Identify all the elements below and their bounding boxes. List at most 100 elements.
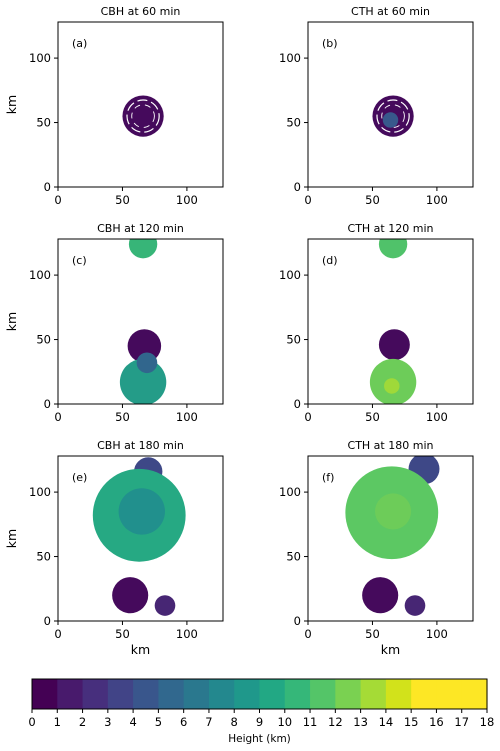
x-tick-label: 100 xyxy=(176,627,198,641)
panel-a: CBH at 60 min (a) 0 50 100 0 50 100 km xyxy=(4,5,224,207)
colorbar-segment xyxy=(284,679,311,709)
y-tick-label: 0 xyxy=(294,397,301,411)
colorbar-tick-label: 18 xyxy=(480,715,495,729)
x-tick-label: 50 xyxy=(115,410,130,424)
colorbar-tick-label: 6 xyxy=(180,715,187,729)
colorbar-segment xyxy=(461,679,488,709)
colorbar-tick-label: 2 xyxy=(79,715,86,729)
y-tick-label: 0 xyxy=(294,180,301,194)
cloud-field xyxy=(119,239,167,404)
colorbar-tick-label: 16 xyxy=(429,715,444,729)
panel-label: (a) xyxy=(72,37,87,50)
ring-gap xyxy=(381,104,405,128)
colorbar-segment xyxy=(82,679,109,709)
y-tick-label: 50 xyxy=(36,116,51,130)
x-tick-label: 50 xyxy=(365,193,380,207)
x-tick-label: 50 xyxy=(365,410,380,424)
cloud-blob xyxy=(136,352,158,374)
colorbar-segment xyxy=(259,679,286,709)
colorbar-tick-label: 5 xyxy=(155,715,162,729)
x-tick-label: 50 xyxy=(115,627,130,641)
cloud-blob xyxy=(404,595,426,616)
colorbar-tick-label: 14 xyxy=(379,715,394,729)
y-tick-label: 100 xyxy=(29,268,51,282)
y-tick-label: 100 xyxy=(279,268,301,282)
x-tick-label: 50 xyxy=(365,627,380,641)
x-axis-label: km xyxy=(381,642,400,657)
cloud-field xyxy=(92,457,186,616)
y-tick-label: 50 xyxy=(286,333,301,347)
x-tick-label: 0 xyxy=(54,627,61,641)
cloud-field xyxy=(369,239,417,404)
x-tick-label: 0 xyxy=(54,193,61,207)
x-tick-label: 0 xyxy=(304,410,311,424)
y-tick-label: 0 xyxy=(294,614,301,628)
x-tick-label: 100 xyxy=(426,627,448,641)
panel-label: (f) xyxy=(322,471,334,484)
cloud-blob xyxy=(154,595,176,616)
cloud-field xyxy=(372,95,414,137)
colorbar-segment xyxy=(133,679,159,709)
y-tick-label: 50 xyxy=(286,550,301,564)
y-tick-label: 0 xyxy=(44,180,51,194)
panel-b: CTH at 60 min (b) 0 50 100 0 50 100 xyxy=(279,5,474,207)
panel-title: CTH at 180 min xyxy=(348,439,434,452)
axes-frame xyxy=(57,21,224,188)
colorbar-tick-label: 7 xyxy=(205,715,212,729)
x-tick-label: 0 xyxy=(304,193,311,207)
x-tick-label: 0 xyxy=(304,627,311,641)
cloud-blob xyxy=(378,239,408,259)
axes-frame xyxy=(57,455,224,622)
cloud-blob xyxy=(378,329,410,361)
colorbar-segment xyxy=(183,679,210,709)
y-axis-label: km xyxy=(4,529,19,548)
panel-label: (c) xyxy=(72,254,87,267)
cloud-blob xyxy=(112,577,149,614)
cloud-field xyxy=(345,456,440,616)
axes-frame xyxy=(307,455,474,622)
x-tick-label: 100 xyxy=(176,193,198,207)
y-tick-label: 0 xyxy=(44,397,51,411)
axes-frame xyxy=(307,21,474,188)
colorbar-segment xyxy=(208,679,235,709)
colorbar-segment xyxy=(107,679,134,709)
ring-gap xyxy=(131,104,155,128)
cloud-blob xyxy=(362,577,399,614)
colorbar-segment xyxy=(411,679,438,709)
cloud-blob xyxy=(118,488,165,535)
y-axis-label: km xyxy=(4,95,19,114)
panel-title: CBH at 120 min xyxy=(97,222,184,235)
axes-frame xyxy=(57,238,224,405)
colorbar-tick-label: 12 xyxy=(328,715,343,729)
x-tick-label: 0 xyxy=(54,410,61,424)
y-tick-label: 100 xyxy=(29,485,51,499)
y-tick-label: 100 xyxy=(29,51,51,65)
colorbar-segment xyxy=(57,679,84,709)
panel-title: CBH at 180 min xyxy=(97,439,184,452)
colorbar-tick-label: 1 xyxy=(54,715,61,729)
panel-title: CTH at 60 min xyxy=(351,5,430,18)
colorbar-label: Height (km) xyxy=(228,733,291,745)
ring-gap xyxy=(376,99,410,133)
colorbar-tick-label: 3 xyxy=(104,715,111,729)
y-tick-label: 100 xyxy=(279,485,301,499)
colorbar-segment xyxy=(234,679,261,709)
panel-title: CTH at 120 min xyxy=(348,222,434,235)
x-tick-label: 100 xyxy=(176,410,198,424)
panel-d: CTH at 120 min (d) 0 50 100 0 50 100 xyxy=(279,222,474,424)
colorbar-segment xyxy=(385,679,412,709)
cloud-blob xyxy=(384,378,400,394)
colorbar-tick-label: 17 xyxy=(454,715,469,729)
cloud-field xyxy=(122,95,164,137)
x-tick-label: 100 xyxy=(426,193,448,207)
x-axis-label: km xyxy=(131,642,150,657)
x-tick-label: 50 xyxy=(115,193,130,207)
colorbar-tick-label: 4 xyxy=(129,715,136,729)
y-tick-label: 50 xyxy=(36,333,51,347)
colorbar-tick-label: 11 xyxy=(303,715,318,729)
colorbar-segment xyxy=(436,679,463,709)
panel-f: CTH at 180 min (f) 0 50 100 0 50 100 km xyxy=(279,439,474,657)
colorbar-tick-label: 9 xyxy=(256,715,263,729)
